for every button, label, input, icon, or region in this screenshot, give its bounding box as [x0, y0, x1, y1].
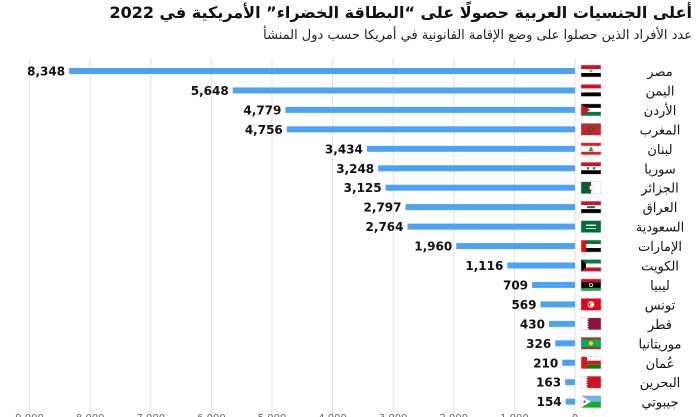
- egypt-flag-icon: [580, 64, 602, 78]
- bar: [555, 340, 575, 347]
- tick-label: 9,000: [15, 413, 44, 417]
- category-label: الجزائر: [640, 182, 679, 197]
- tick-label: 3,000: [379, 413, 408, 417]
- category-label: المغرب: [640, 123, 681, 138]
- category-label: عُمان: [646, 356, 675, 372]
- oman-flag-icon: [580, 356, 602, 369]
- category-label: جيبوتي: [641, 396, 678, 411]
- tick-label: 1,000: [500, 413, 529, 417]
- bar: [232, 87, 575, 94]
- bar: [405, 204, 575, 211]
- bar: [540, 301, 575, 308]
- category-label: ليبيا: [650, 279, 670, 294]
- value-label: 1,116: [465, 259, 503, 273]
- tick-label: 6,000: [197, 413, 226, 417]
- tick-label: 8,000: [76, 413, 105, 417]
- value-label: 3,434: [325, 142, 363, 156]
- bars: [69, 68, 575, 405]
- category-label: قطر: [647, 318, 672, 333]
- value-label: 569: [511, 298, 536, 312]
- category-label: مصر: [646, 65, 672, 80]
- syria-flag-icon: [580, 162, 602, 175]
- bar: [562, 359, 575, 366]
- category-label: موريتانيا: [639, 337, 682, 352]
- value-label: 154: [537, 395, 562, 409]
- category-label: السعودية: [636, 221, 685, 236]
- category-label: سوريا: [644, 162, 675, 177]
- category-label: تونس: [645, 298, 676, 313]
- bar: [456, 243, 575, 250]
- bar: [565, 398, 575, 405]
- bar: [385, 184, 575, 191]
- category-label: البحرين: [640, 376, 681, 391]
- bar: [407, 223, 575, 230]
- kuwait-flag-icon: [580, 259, 602, 272]
- bar: [366, 145, 575, 152]
- value-label: 326: [526, 337, 551, 351]
- lebanon-flag-icon: [580, 142, 602, 156]
- tick-label: 2,000: [439, 413, 468, 417]
- chart-title: أعلى الجنسيات العربية حصولًا على “البطاق…: [109, 3, 692, 22]
- bar: [507, 262, 575, 269]
- value-label: 5,648: [191, 84, 229, 98]
- value-label: 2,764: [366, 220, 404, 234]
- value-label: 210: [533, 356, 558, 370]
- category-label: الأردن: [644, 102, 677, 119]
- qatar-flag-icon: [580, 317, 602, 331]
- category-label: العراق: [643, 201, 678, 216]
- mauritania-flag-icon: [580, 337, 602, 350]
- algeria-flag-icon: [580, 181, 602, 194]
- jordan-flag-icon: [580, 103, 602, 117]
- bar: [69, 68, 575, 74]
- djibouti-flag-icon: [580, 395, 602, 408]
- gridlines: [29, 58, 576, 417]
- value-label: 3,125: [344, 181, 382, 195]
- morocco-flag-icon: [580, 123, 602, 136]
- value-label: 3,248: [336, 162, 374, 176]
- bar: [565, 379, 575, 386]
- bar: [286, 126, 575, 133]
- value-label: 8,348: [27, 65, 65, 79]
- bar: [285, 106, 575, 113]
- x-tick-labels: 9,000 8,000 7,000 6,000 5,000 4,000 3,000 2,000…: [15, 413, 578, 417]
- value-label: 163: [536, 376, 561, 390]
- yemen-flag-icon: [580, 84, 602, 97]
- tick-label: 7,000: [136, 413, 165, 417]
- bar: [532, 281, 575, 288]
- value-label: 709: [503, 278, 528, 292]
- value-label: 430: [520, 317, 545, 331]
- value-label: 1,960: [414, 240, 452, 254]
- saudi-flag-icon: [580, 220, 602, 233]
- value-label: 4,779: [243, 103, 281, 117]
- libya-flag-icon: [580, 278, 602, 292]
- category-label: لبنان: [647, 143, 672, 158]
- tick-label: 0: [572, 413, 578, 417]
- uae-flag-icon: [580, 239, 602, 253]
- tick-label: 4,000: [318, 413, 347, 417]
- category-label: الكويت: [641, 260, 679, 275]
- tunisia-flag-icon: [580, 298, 602, 311]
- category-label: الإمارات: [638, 240, 682, 255]
- value-label: 4,756: [245, 123, 283, 137]
- tick-label: 5,000: [258, 413, 287, 417]
- category-label: اليمن: [646, 84, 675, 99]
- value-label: 2,797: [364, 201, 402, 215]
- iraq-flag-icon: [580, 200, 602, 214]
- bar: [378, 165, 575, 172]
- chart-subtitle: عدد الأفراد الذين حصلوا على وضع الإقامة …: [263, 28, 692, 43]
- bahrain-flag-icon: [580, 375, 602, 389]
- bar: [548, 320, 575, 327]
